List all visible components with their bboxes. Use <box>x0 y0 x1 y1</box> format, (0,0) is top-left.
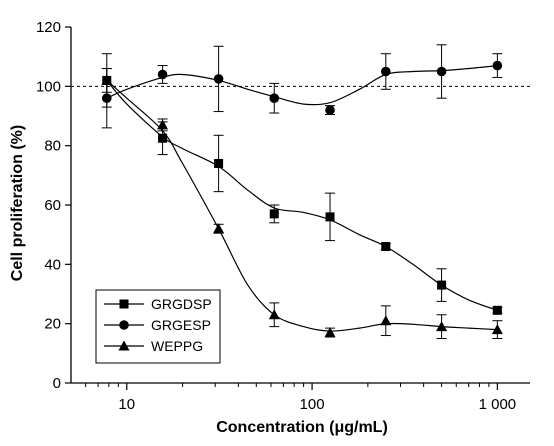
marker-grgdsp <box>492 305 502 315</box>
marker-weppg <box>324 327 336 338</box>
marker-weppg <box>101 74 113 85</box>
legend-marker-weppg <box>118 340 130 351</box>
legend: GRGDSP GRGESP WEPPG <box>95 289 221 364</box>
x-tick-label: 100 <box>300 396 325 413</box>
y-tick-label: 120 <box>36 19 61 36</box>
marker-grgesp <box>381 66 391 77</box>
curve-grgdsp <box>106 80 498 311</box>
legend-marker-grgdsp <box>119 299 129 309</box>
y-axis-title: Cell proliferation (%) <box>9 125 26 281</box>
marker-weppg <box>213 223 225 234</box>
marker-grgesp <box>492 60 503 71</box>
y-tick-label: 0 <box>53 375 61 392</box>
legend-box <box>95 289 221 364</box>
marker-weppg <box>491 324 503 335</box>
marker-grgesp <box>157 69 168 80</box>
legend-label-grgdsp: GRGDSP <box>151 296 212 312</box>
legend-marker-grgesp <box>119 320 129 330</box>
marker-grgesp <box>101 93 112 103</box>
curve-grgesp <box>106 65 498 106</box>
y-tick-label: 100 <box>36 78 61 95</box>
marker-grgdsp <box>381 242 391 252</box>
data-markers <box>101 60 503 338</box>
marker-grgesp <box>213 74 224 84</box>
marker-weppg <box>380 315 392 326</box>
y-tick-label: 60 <box>44 197 61 214</box>
fitted-curves <box>106 65 498 332</box>
y-tick-label: 40 <box>44 256 61 273</box>
marker-weppg <box>268 309 280 320</box>
marker-grgdsp <box>325 212 335 222</box>
marker-weppg <box>157 119 169 130</box>
x-tick-label: 1 000 <box>479 396 517 413</box>
legend-label-weppg: WEPPG <box>151 338 203 354</box>
marker-grgdsp <box>158 133 168 143</box>
legend-label-grgesp: GRGESP <box>151 317 211 333</box>
y-tick-label: 80 <box>44 138 61 155</box>
marker-weppg <box>436 321 448 332</box>
x-tick-label: 10 <box>118 396 135 413</box>
marker-grgdsp <box>269 209 279 219</box>
x-axis-title: Concentration (μg/mL) <box>216 419 388 436</box>
marker-grgdsp <box>437 280 447 290</box>
y-tick-label: 20 <box>44 316 61 333</box>
axes: 0 20 40 60 80 100 120 10 100 1 000 <box>36 19 530 413</box>
marker-grgesp <box>325 105 335 115</box>
curve-weppg <box>106 79 498 332</box>
marker-grgdsp <box>214 158 224 168</box>
marker-grgesp <box>269 93 280 103</box>
marker-grgesp <box>436 66 447 77</box>
